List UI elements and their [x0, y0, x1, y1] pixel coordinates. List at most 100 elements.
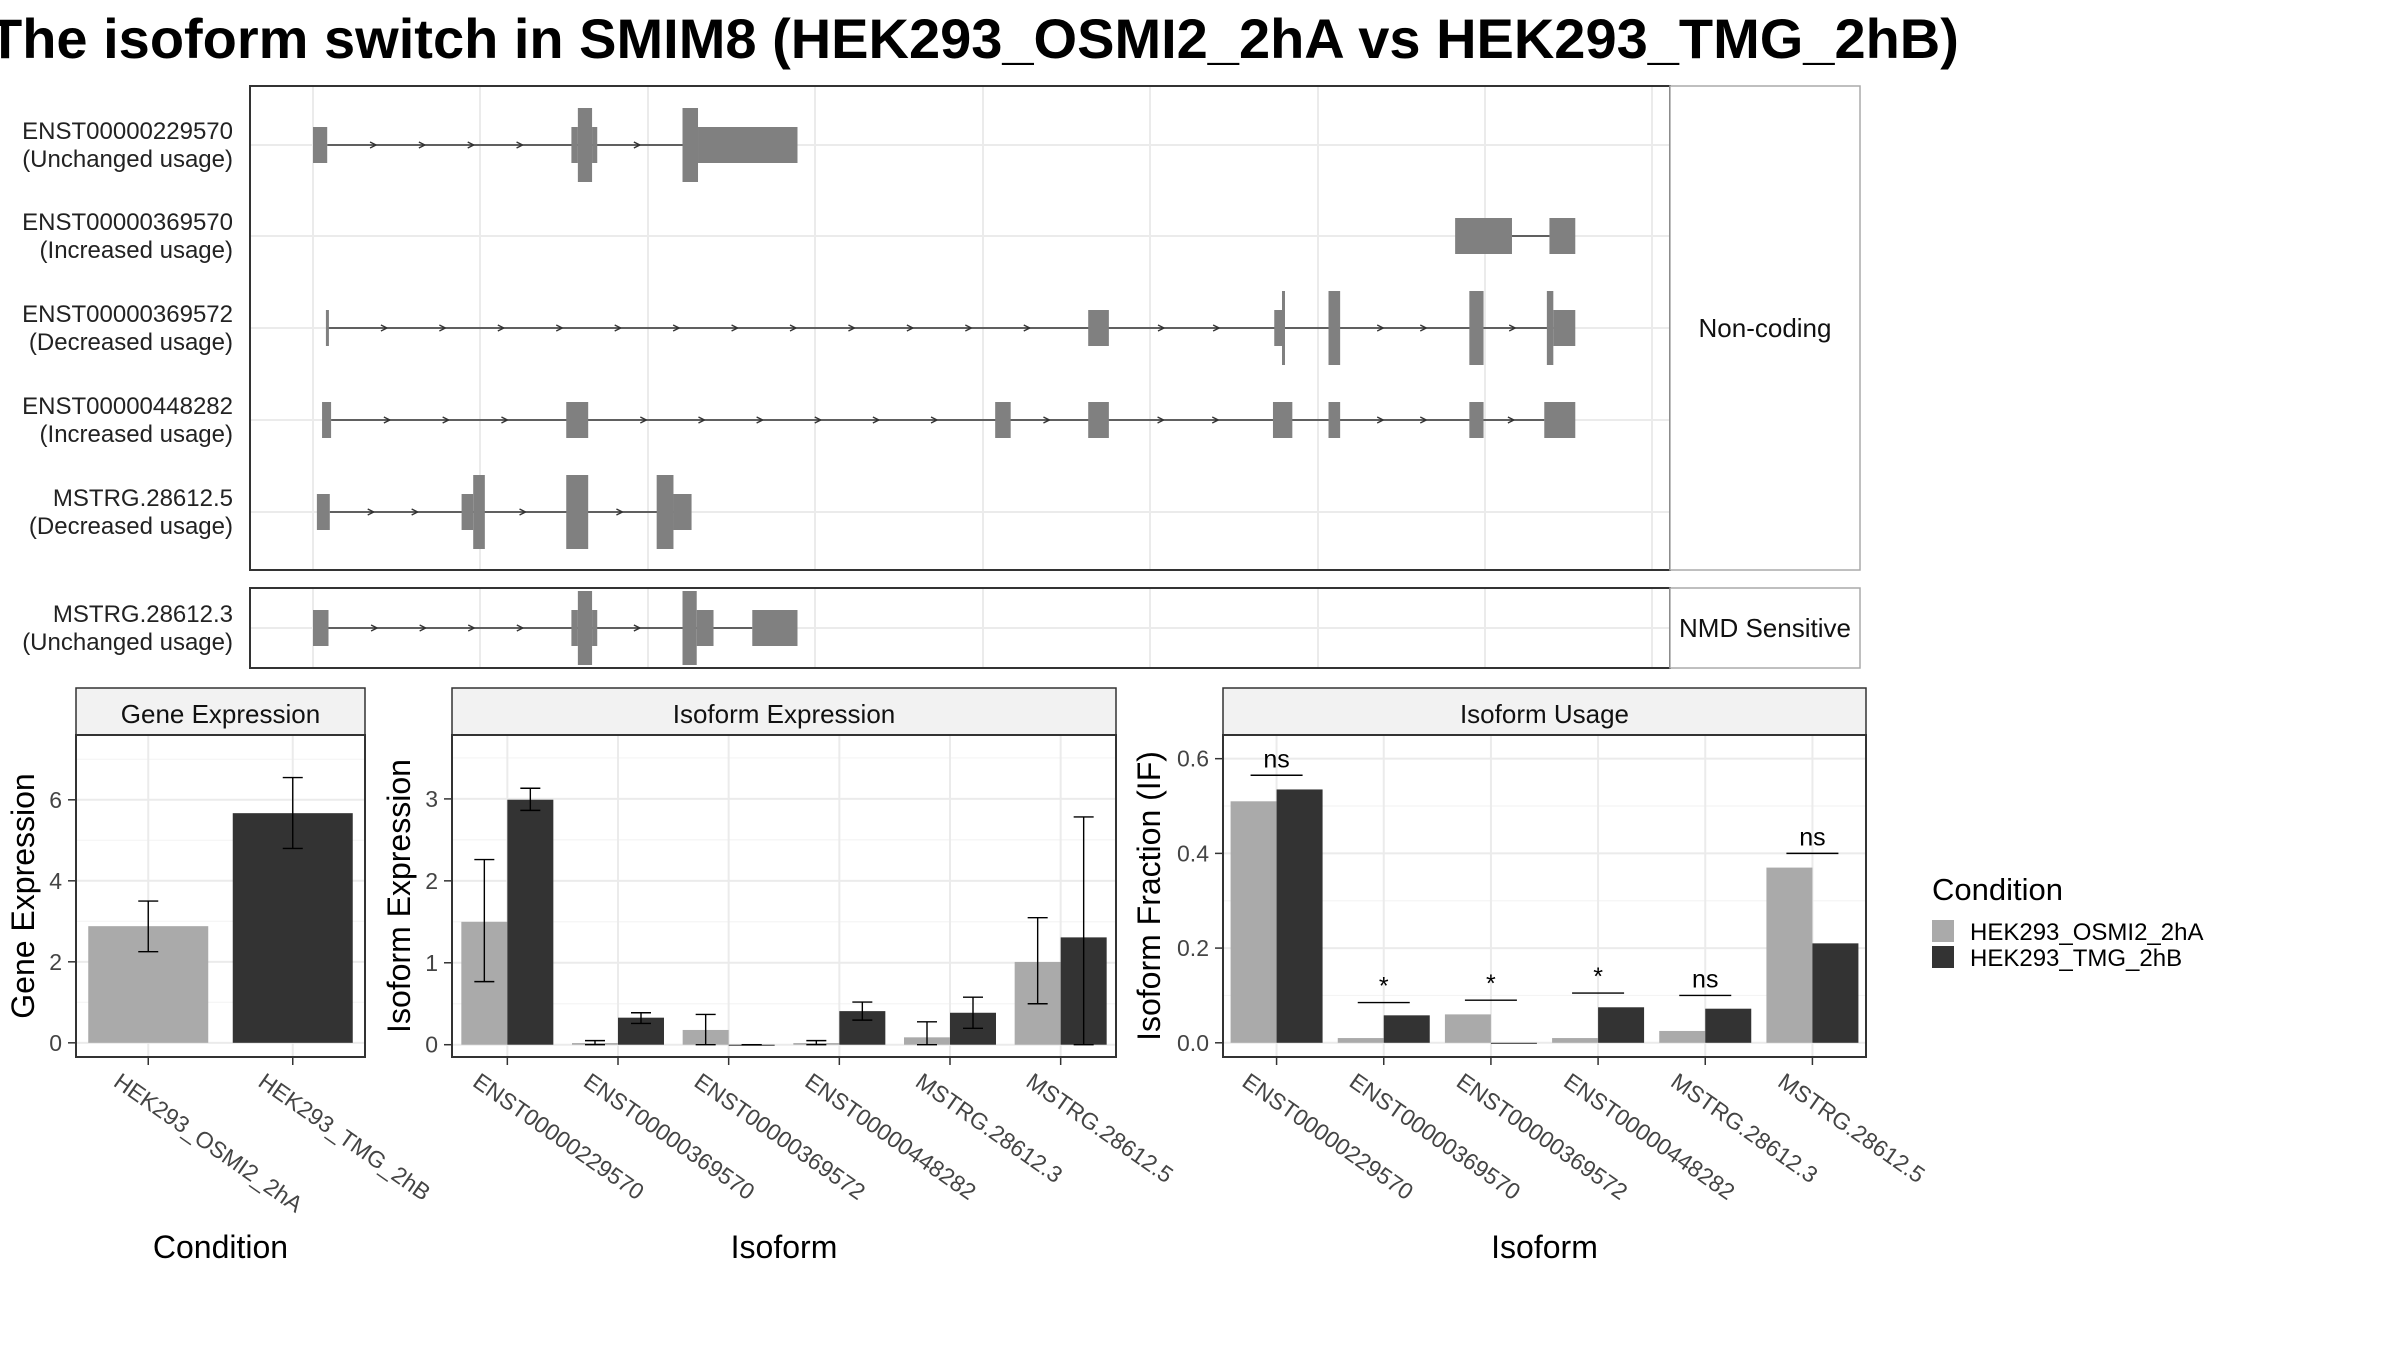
transcript-usage: (Increased usage) — [40, 237, 233, 264]
exon-block — [682, 108, 699, 182]
exon-block — [316, 494, 330, 530]
intron-arrow — [383, 416, 392, 424]
bar-chart-2: Isoform Expression0123ENST00000229570ENS… — [381, 687, 1178, 1265]
intron-arrow — [418, 141, 427, 149]
bar-osmi2 — [1766, 867, 1813, 1043]
facet-label: Non-coding — [1699, 313, 1832, 343]
exon-block — [752, 610, 798, 646]
transcript-row: ENST00000369570(Increased usage) — [22, 209, 1576, 264]
transcript-id: ENST00000369572 — [22, 301, 233, 328]
intron-arrow — [848, 324, 857, 332]
transcript-usage: (Decreased usage) — [29, 329, 233, 356]
transcript-usage: (Unchanged usage) — [22, 629, 233, 656]
y-tick-label: 0.0 — [1177, 1030, 1209, 1056]
bar-tmg — [507, 799, 554, 1045]
bar-tmg — [1383, 1015, 1430, 1043]
y-axis-title: Isoform Fraction (IF) — [1131, 751, 1167, 1041]
plot-background — [1223, 735, 1866, 1057]
exon-block — [1088, 402, 1109, 438]
exon-block — [577, 108, 593, 182]
intron-arrow — [467, 141, 476, 149]
intron-arrow — [442, 416, 451, 424]
bar-tmg — [1705, 1008, 1752, 1043]
intron-arrow — [1508, 324, 1517, 332]
chart-title: Gene Expression — [121, 699, 320, 729]
intron-arrow — [906, 324, 915, 332]
intron-arrow — [930, 416, 939, 424]
y-tick-label: 4 — [49, 868, 62, 894]
plot-border — [1222, 734, 1867, 1058]
exon-block — [571, 610, 578, 646]
exon-block — [1328, 402, 1341, 438]
intron-arrow — [370, 624, 379, 632]
intron-arrow — [614, 324, 623, 332]
exon-block — [473, 475, 485, 549]
significance-label: * — [1593, 963, 1603, 991]
exon-block — [592, 610, 598, 646]
y-tick-label: 1 — [425, 950, 438, 976]
facet-strip — [1222, 687, 1867, 736]
legend: Condition HEK293_OSMI2_2hA HEK293_TMG_2h… — [1932, 872, 2203, 972]
transcript-row: MSTRG.28612.5(Decreased usage) — [29, 475, 692, 549]
intron-arrow — [516, 141, 525, 149]
exon-block — [1469, 291, 1484, 365]
y-tick-label: 0.2 — [1177, 935, 1209, 961]
significance-label: ns — [1799, 823, 1825, 851]
transcript-row: ENST00000369572(Decreased usage) — [22, 291, 1576, 365]
intron-arrow — [369, 141, 378, 149]
exon-block — [592, 127, 598, 163]
y-tick-label: 2 — [49, 949, 62, 975]
intron-arrow — [411, 508, 420, 516]
bar-osmi2 — [1230, 801, 1277, 1043]
transcript-id: ENST00000369570 — [22, 209, 233, 236]
exon-block — [1328, 291, 1341, 365]
exon-block — [1455, 218, 1512, 254]
intron-arrow — [616, 508, 624, 516]
y-tick-label: 2 — [425, 868, 438, 894]
exon-block — [1088, 310, 1109, 346]
plot-border — [451, 734, 1117, 1058]
intron-arrow — [439, 324, 447, 332]
bar-osmi2 — [1444, 1014, 1491, 1043]
transcript-row: MSTRG.28612.3(Unchanged usage) — [22, 591, 798, 665]
x-tick-label: ENST00000369570 — [1345, 1068, 1525, 1205]
intron-arrow — [672, 324, 681, 332]
x-tick-label: ENST00000229570 — [1238, 1068, 1418, 1205]
legend-title: Condition — [1932, 872, 2063, 907]
exon-block — [313, 127, 328, 163]
x-axis-title: Isoform — [1491, 1229, 1598, 1265]
figure-title: The isoform switch in SMIM8 (HEK293_OSMI… — [0, 7, 1959, 70]
y-tick-label: 6 — [49, 787, 62, 813]
exon-block — [698, 127, 798, 163]
exon-block — [566, 475, 589, 549]
exon-block — [696, 610, 714, 646]
exon-block — [1544, 402, 1576, 438]
bar-tmg — [1276, 789, 1323, 1043]
exon-block — [1274, 310, 1282, 346]
significance-label: ns — [1263, 745, 1289, 773]
facet-strip — [1669, 85, 1861, 571]
intron-arrow — [731, 324, 740, 332]
exon-block — [1546, 291, 1554, 365]
intron-arrow — [1376, 324, 1385, 332]
intron-arrow — [1507, 416, 1516, 424]
significance-label: * — [1486, 970, 1496, 998]
transcript-row: ENST00000448282(Increased usage) — [22, 393, 1576, 448]
intron-arrow — [1023, 324, 1032, 332]
chart-title: Isoform Expression — [673, 699, 896, 729]
intron-arrow — [965, 324, 973, 332]
significance-label: * — [1379, 973, 1389, 1001]
legend-swatch-tmg — [1932, 946, 1954, 968]
intron-arrow — [814, 416, 823, 424]
x-axis-title: Isoform — [731, 1229, 838, 1265]
intron-arrow — [633, 624, 642, 632]
facet-label: NMD Sensitive — [1679, 613, 1851, 643]
y-tick-label: 0 — [49, 1030, 62, 1056]
transcript-usage: (Increased usage) — [40, 421, 233, 448]
intron-arrow — [1043, 416, 1052, 424]
exon-block — [1553, 310, 1576, 346]
exon-block — [1272, 402, 1293, 438]
intron-arrow — [633, 141, 642, 149]
exon-block — [313, 610, 329, 646]
